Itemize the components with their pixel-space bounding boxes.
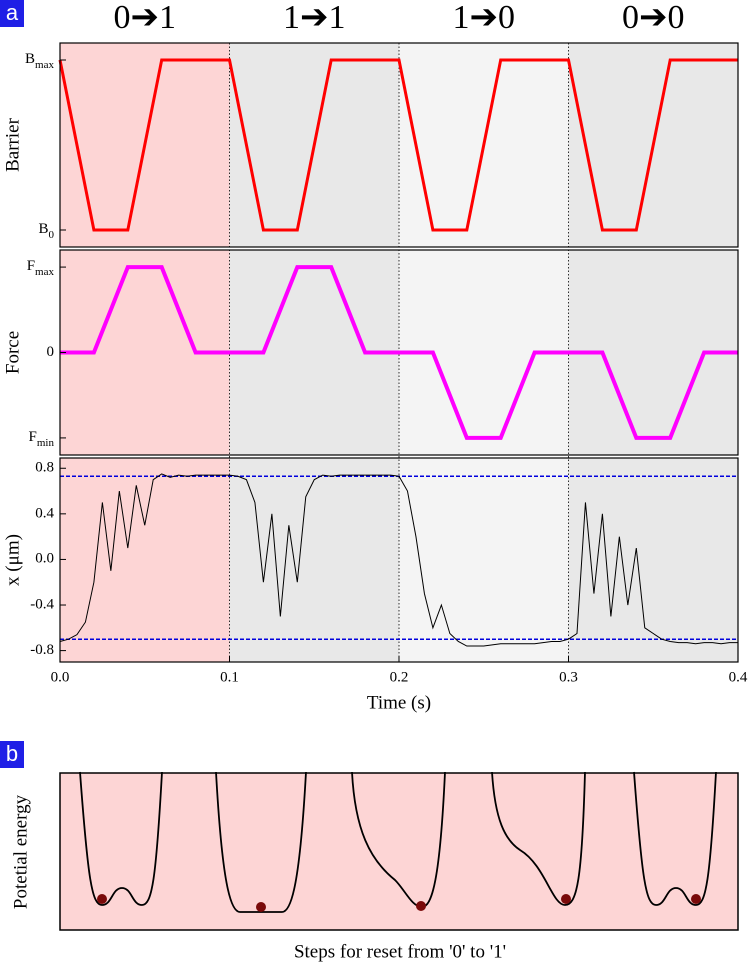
potential-curve: [491, 771, 586, 906]
y-tick-label: Fmax: [27, 259, 55, 278]
y-tick-label-sub: 0: [49, 229, 55, 241]
data-line: [59, 473, 738, 647]
y-tick-label: 0.8: [35, 460, 54, 476]
x-tick-label: 0.3: [559, 669, 578, 685]
potential-panel: [59, 772, 739, 931]
particle: [97, 894, 107, 904]
y-tick-label: 0: [47, 344, 55, 360]
y-tick-label-sub: max: [35, 266, 54, 278]
stage-label: 1➔0: [453, 0, 516, 36]
potential-curve: [351, 771, 446, 908]
x-tick-label: 0.2: [390, 669, 409, 685]
x-tick-label: 0.4: [729, 669, 748, 685]
y-tick-label-main: B: [25, 51, 35, 67]
particle: [416, 901, 426, 911]
particle: [256, 902, 266, 912]
y-tick-label-main: F: [27, 259, 35, 275]
y-tick-label-sub: min: [37, 436, 55, 448]
y-axis-title: Potetial energy: [10, 794, 31, 909]
y-tick-label: Bmax: [25, 51, 54, 70]
particle: [691, 894, 701, 904]
region: [399, 458, 569, 662]
y-tick-label: Fmin: [29, 429, 55, 448]
y-tick-label: -0.8: [30, 642, 54, 658]
particle: [561, 894, 571, 904]
y-axis-title: Barrier: [2, 117, 23, 171]
region: [229, 458, 399, 662]
plot-frame: [59, 42, 739, 248]
y-axis-title: Force: [2, 331, 23, 374]
y-tick-label: 0.0: [35, 551, 54, 567]
data-line: [58, 58, 738, 232]
y-axis-title: x (μm): [2, 534, 23, 586]
data-line: [60, 265, 738, 440]
particles: [97, 894, 701, 912]
x-axis-title: Time (s): [367, 692, 431, 713]
x-tick-label: 0.0: [51, 669, 70, 685]
stage-label: 1➔1: [283, 0, 346, 36]
panel-label: b: [6, 741, 18, 766]
region: [568, 458, 738, 662]
region: [60, 458, 230, 662]
y-tick-label: B0: [38, 221, 54, 240]
potential-curve: [79, 771, 163, 906]
panel-label: a: [6, 0, 19, 25]
potential-curves: [79, 771, 717, 913]
y-tick-label-main: 0.0: [35, 551, 54, 567]
stage-label: 0➔0: [622, 0, 685, 36]
y-tick-label: 0.4: [35, 505, 54, 521]
y-tick-label-main: B: [38, 221, 48, 237]
stage-label: 0➔1: [114, 0, 177, 36]
y-tick-label-main: F: [29, 429, 37, 445]
potential-curve: [633, 771, 717, 906]
x-tick-label: 0.1: [220, 669, 239, 685]
y-tick-label-sub: max: [35, 59, 54, 71]
panel-badge: [0, 0, 24, 27]
x-axis-title: Steps for reset from '0' to '1': [294, 941, 506, 962]
panel-badge: [0, 741, 24, 768]
y-tick-label: -0.4: [30, 596, 54, 612]
